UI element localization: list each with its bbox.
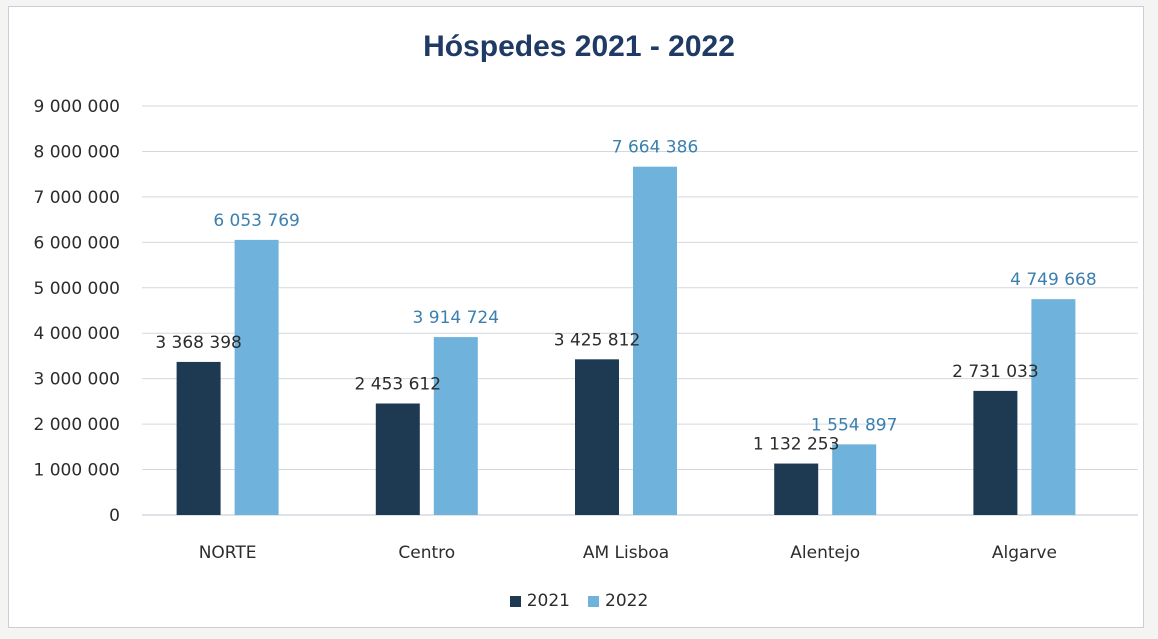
data-label-2021-0: 3 368 398 (155, 333, 242, 353)
bar-2021-3 (774, 463, 819, 515)
legend-item-2022: 2022 (588, 591, 648, 611)
bar-2022-2 (633, 166, 677, 516)
data-label-2022-3: 1 554 897 (811, 415, 898, 435)
bar-2021-2 (575, 359, 619, 515)
category-label: Alentejo (790, 543, 860, 563)
category-label: AM Lisboa (583, 543, 669, 563)
legend-label-2022: 2022 (605, 591, 649, 611)
y-tick-label: 4 000 000 (33, 324, 120, 344)
y-tick-label: 3 000 000 (33, 370, 120, 390)
bars (176, 166, 1076, 516)
y-tick-label: 2 000 000 (33, 415, 120, 435)
data-labels: 3 368 398 6 053 769 2 453 612 3 914 724 3 42… (155, 138, 1096, 455)
legend-swatch-2021 (509, 595, 521, 607)
chart-title: Hóspedes 2021 - 2022 (423, 30, 735, 63)
data-label-2022-1: 3 914 724 (413, 308, 500, 328)
data-label-2021-4: 2 731 033 (952, 362, 1039, 382)
chart-frame (8, 6, 1144, 628)
bar-2022-4 (1031, 299, 1076, 515)
y-axis-tick-labels: 0 1 000 000 2 000 000 3 000 000 4 000 000 5 0… (33, 97, 120, 526)
category-label: Algarve (992, 543, 1057, 563)
bar-2021-4 (973, 390, 1018, 515)
y-tick-label: 7 000 000 (33, 188, 120, 208)
category-label: Centro (398, 543, 455, 563)
data-label-2022-2: 7 664 386 (612, 138, 699, 158)
bar-2021-0 (176, 361, 221, 515)
legend-swatch-2022 (588, 595, 599, 607)
y-tick-label: 5 000 000 (33, 279, 120, 299)
bar-2021-1 (375, 403, 420, 515)
x-axis-category-labels: NORTE Centro AM Lisboa Alentejo Algarve (199, 543, 1057, 563)
data-label-2021-2: 3 425 812 (554, 330, 641, 350)
y-tick-label: 8 000 000 (33, 142, 120, 162)
category-label: NORTE (199, 543, 257, 563)
y-tick-label: 9 000 000 (33, 97, 120, 117)
y-tick-label: 1 000 000 (33, 461, 120, 481)
legend-label-2021: 2021 (526, 591, 570, 611)
bar-2022-3 (832, 444, 877, 515)
y-tick-label: 0 (109, 506, 120, 526)
bar-2022-0 (234, 239, 279, 515)
data-label-2022-0: 6 053 769 (213, 211, 300, 231)
bar-2022-1 (433, 337, 478, 515)
data-label-2021-3: 1 132 253 (753, 435, 840, 455)
legend: 2021 2022 (0, 591, 1158, 611)
data-label-2022-4: 4 749 668 (1010, 270, 1097, 290)
data-label-2021-1: 2 453 612 (355, 374, 442, 394)
y-tick-label: 6 000 000 (33, 233, 120, 253)
legend-item-2021: 2021 (509, 591, 570, 611)
